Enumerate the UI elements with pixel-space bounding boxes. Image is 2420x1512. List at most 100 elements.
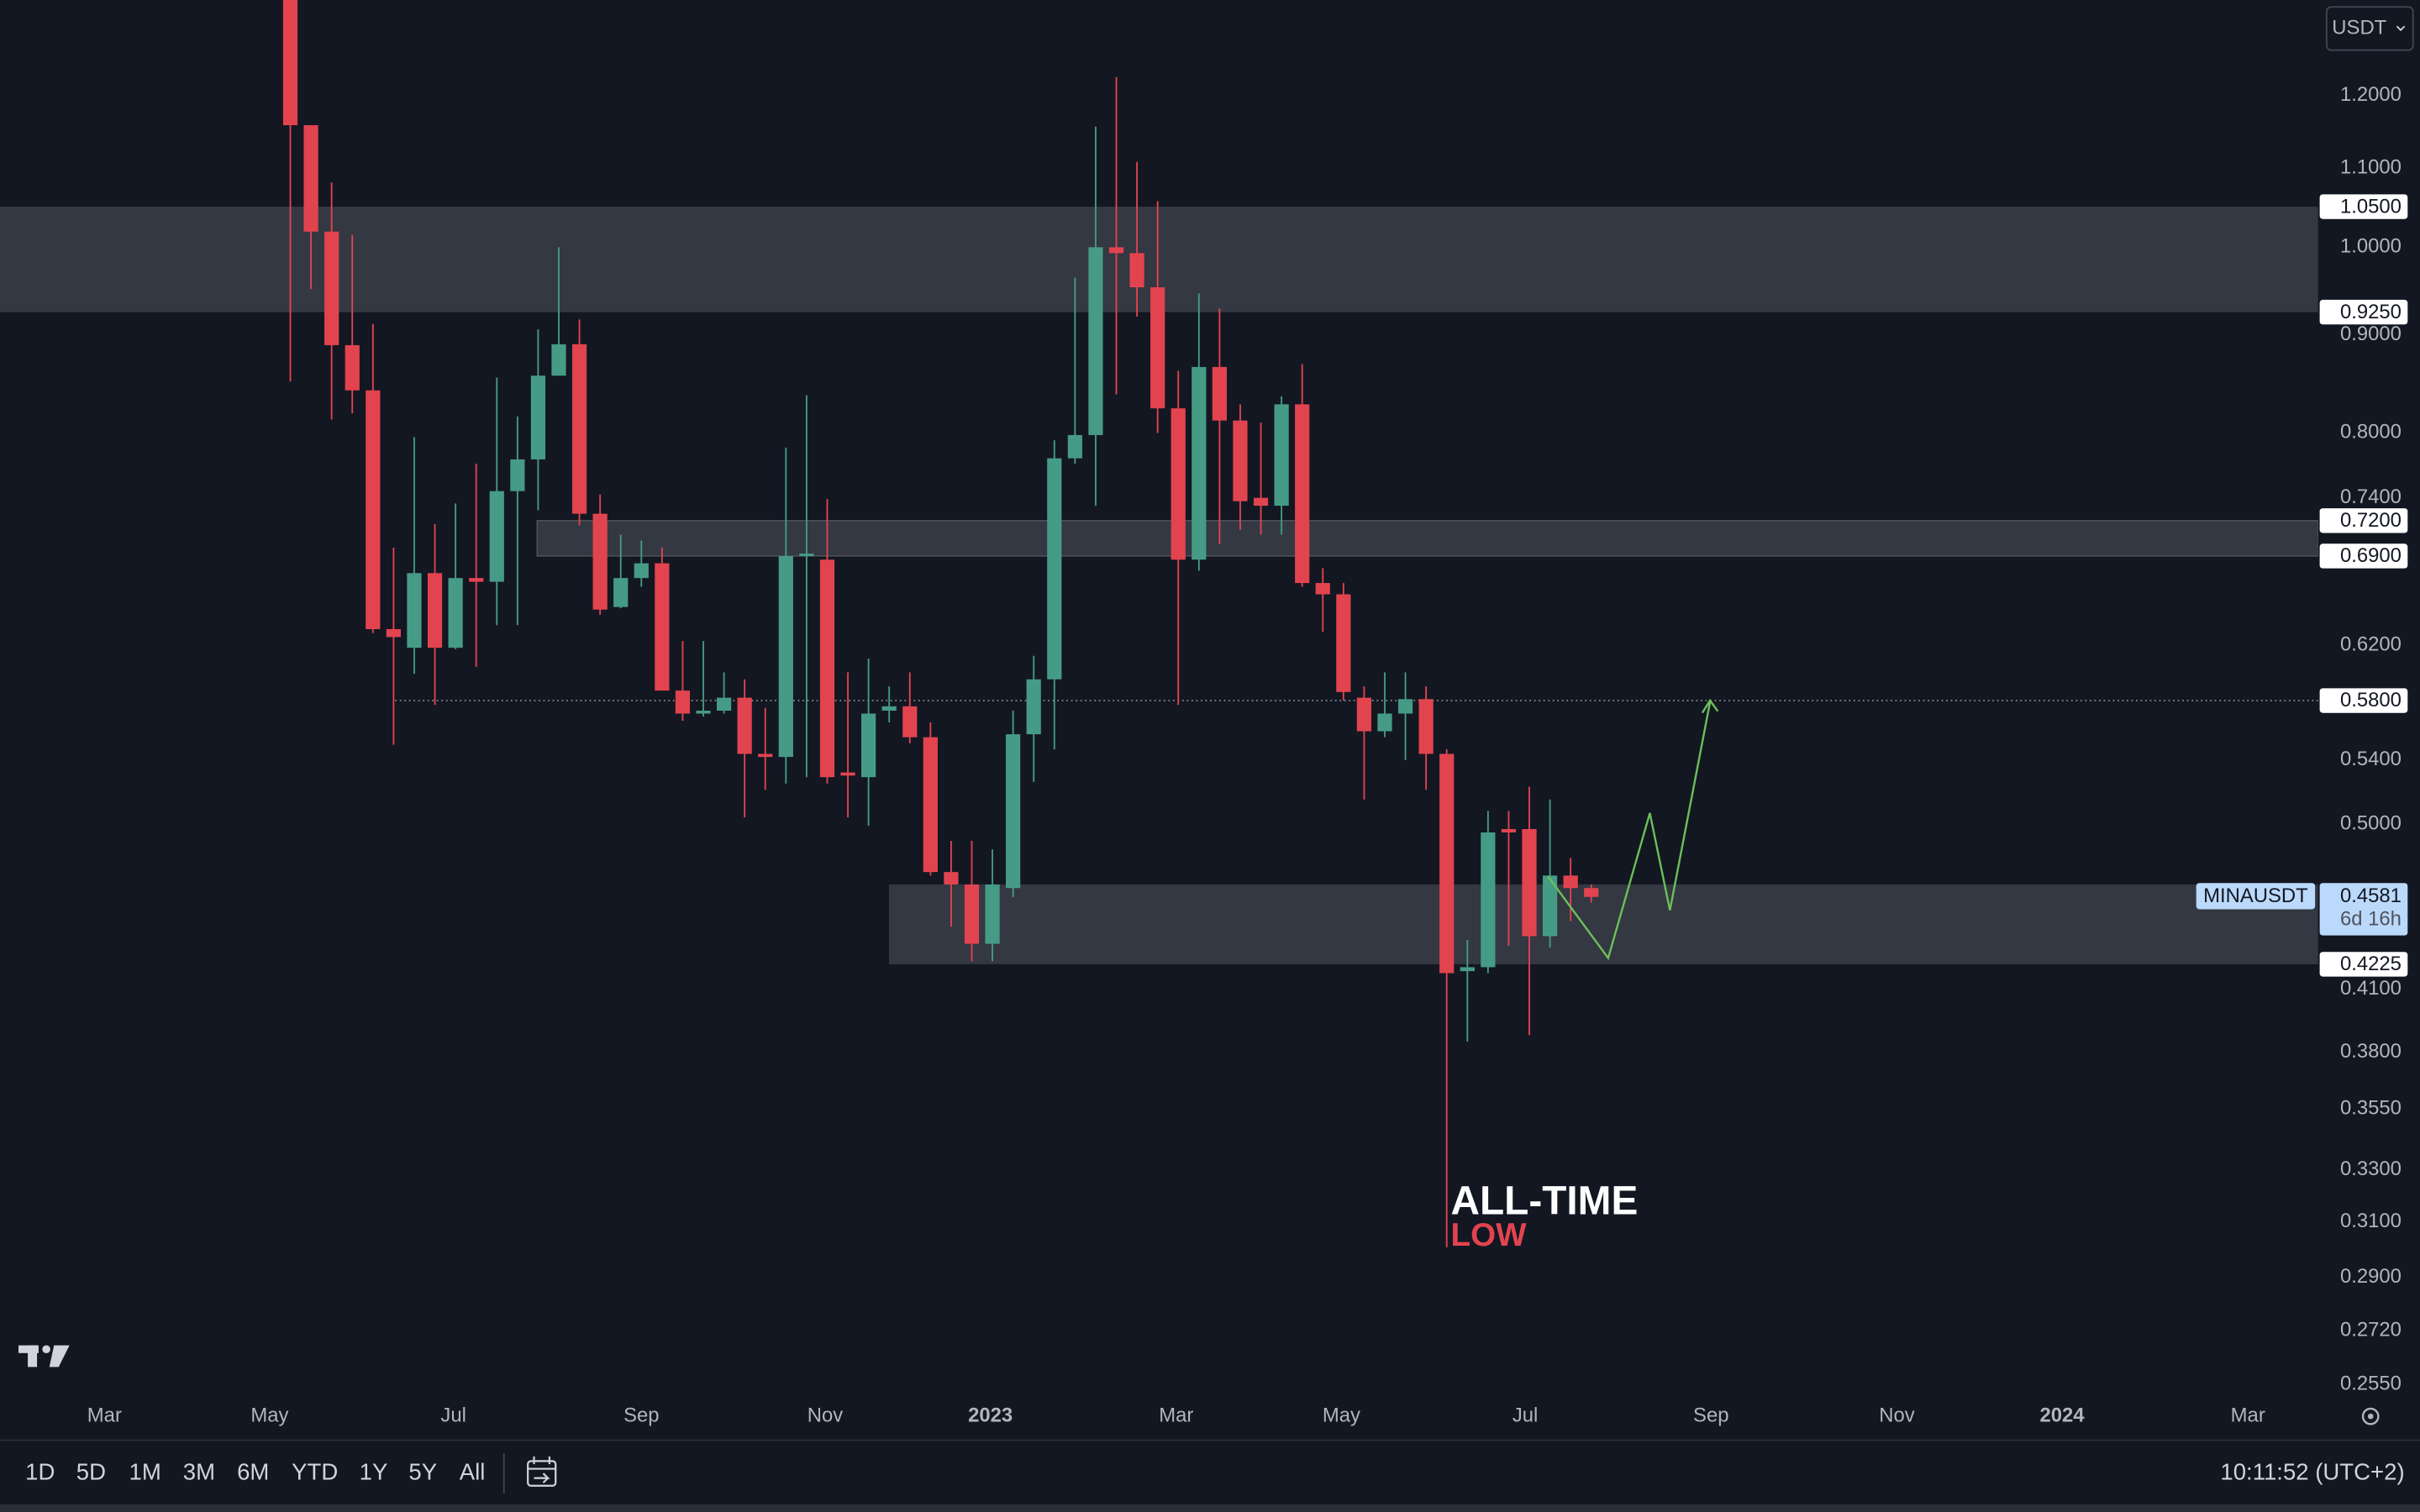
logo: [18, 1345, 70, 1368]
candle-body: [324, 231, 339, 345]
x-tick-label: Jul: [440, 1404, 466, 1426]
level-label: 1.0500: [2340, 195, 2402, 218]
candle-body: [427, 573, 443, 648]
level-label-box: [2319, 508, 2408, 533]
candle-body: [716, 697, 732, 711]
zone: [536, 520, 2318, 557]
y-tick-label: 0.5400: [2340, 748, 2402, 770]
candle-body: [634, 563, 649, 579]
level-label: 0.5800: [2340, 689, 2402, 711]
level-label: 0.6900: [2340, 544, 2402, 567]
candle-body: [1212, 366, 1227, 421]
candle-body: [799, 554, 814, 556]
candle-body: [469, 578, 484, 582]
level-label-box: [2319, 194, 2408, 219]
candle-body: [1026, 679, 1041, 735]
candle-body: [1460, 967, 1475, 972]
x-tick-label: May: [1323, 1404, 1360, 1426]
candle-body: [902, 706, 918, 738]
candle-body: [448, 578, 463, 648]
currency-caret[interactable]: [2396, 25, 2406, 32]
candle-body: [1439, 753, 1455, 974]
candle-body: [1150, 287, 1165, 409]
candle-body: [985, 884, 1000, 944]
goto-date-icon[interactable]: [527, 1456, 557, 1487]
candle-body: [1542, 875, 1558, 937]
symbol-label: MINAUSDT: [2203, 885, 2308, 907]
range-button[interactable]: YTD: [292, 1458, 338, 1484]
candle-body: [551, 344, 566, 376]
x-tick-label: Sep: [623, 1404, 659, 1426]
candle-body: [1129, 253, 1144, 288]
candle-body: [530, 375, 546, 459]
range-button[interactable]: 5D: [76, 1458, 106, 1484]
x-tick-label: May: [250, 1404, 288, 1426]
candle-body: [386, 628, 401, 638]
range-button[interactable]: 5Y: [408, 1458, 437, 1484]
y-tick-label: 0.2550: [2340, 1372, 2402, 1394]
candle-body: [282, 0, 298, 126]
level-label-box: [2319, 952, 2408, 977]
x-tick-label: 2023: [968, 1404, 1013, 1426]
level-label-box: [2319, 543, 2408, 569]
range-button[interactable]: 3M: [183, 1458, 215, 1484]
x-tick-label: Mar: [2231, 1404, 2265, 1426]
candle-body: [303, 125, 318, 232]
y-tick-label: 0.3100: [2340, 1210, 2402, 1232]
candle-body: [758, 753, 773, 758]
level-label-box: [2319, 688, 2408, 713]
candle-body: [675, 690, 691, 714]
x-tick-label: 2024: [2040, 1404, 2086, 1426]
candle-body: [1006, 734, 1021, 889]
candle-body: [861, 713, 876, 778]
y-tick-label: 0.3300: [2340, 1158, 2402, 1180]
range-button[interactable]: 1Y: [360, 1458, 388, 1484]
y-tick-label: 0.6200: [2340, 633, 2402, 655]
candle-body: [1584, 888, 1599, 897]
level-label: 0.7200: [2340, 509, 2402, 532]
candle-body: [1295, 404, 1310, 584]
candle-body: [1274, 404, 1289, 507]
time-axis: Mar May Jul Sep Nov 2023 Mar May Jul Sep Nov 2024 Ma…: [87, 1404, 2265, 1426]
range-button[interactable]: 6M: [237, 1458, 269, 1484]
candle-body: [1108, 247, 1124, 254]
candle-body: [1522, 829, 1537, 937]
y-tick-label: 1.1000: [2340, 155, 2402, 178]
candle-body: [1192, 366, 1207, 560]
y-tick-label: 1.0000: [2340, 235, 2402, 258]
y-tick-label: 0.9000: [2340, 323, 2402, 345]
candle-body: [1253, 497, 1269, 507]
range-button[interactable]: All: [460, 1458, 486, 1484]
candle-body: [1501, 829, 1517, 832]
range-button[interactable]: 1D: [25, 1458, 55, 1484]
candle-body: [366, 390, 381, 629]
candle-body: [1047, 458, 1062, 680]
level-label-box: [2319, 299, 2408, 325]
candle-body: [819, 559, 835, 778]
currency-button[interactable]: [2325, 6, 2414, 51]
range-button[interactable]: 1M: [129, 1458, 161, 1484]
annotation-line1: ALL-TIME: [1451, 1179, 1639, 1223]
candle-body: [1481, 832, 1496, 968]
candle-body: [510, 459, 525, 491]
y-tick-label: 0.2900: [2340, 1265, 2402, 1288]
candle-body: [489, 491, 504, 582]
y-tick-label: 0.3800: [2340, 1040, 2402, 1063]
settings-icon[interactable]: [2361, 1407, 2380, 1425]
toolbar: 1D 5D 1M 3M 6M YTD 1Y 5Y All: [25, 1458, 485, 1484]
bottom-strip: [0, 1504, 2420, 1512]
candle-body: [840, 772, 855, 776]
currency-label[interactable]: USDT: [2332, 16, 2386, 39]
settings-icon-dot[interactable]: [2367, 1413, 2374, 1420]
level-labels: 1.0500 0.9250 0.7200 0.6900 0.5800 0.4225 0.45…: [2196, 194, 2408, 977]
x-tick-label: Mar: [1159, 1404, 1193, 1426]
candle-body: [1067, 434, 1082, 459]
x-tick-label: Nov: [1879, 1404, 1915, 1426]
candle-body: [778, 555, 793, 758]
countdown: 6d 16h: [2340, 908, 2402, 931]
candle-body: [1418, 699, 1434, 754]
y-tick-label: 0.2720: [2340, 1318, 2402, 1341]
